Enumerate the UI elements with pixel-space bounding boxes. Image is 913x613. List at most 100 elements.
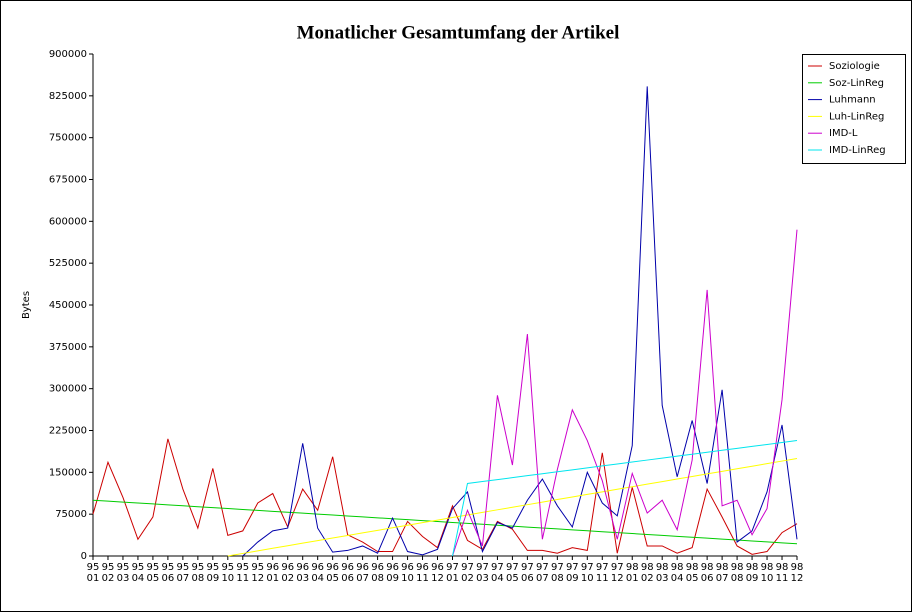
y-tick-label: 675000 (49, 175, 87, 186)
x-tick-label: 95 (132, 562, 145, 573)
x-tick-label: 96 (386, 562, 399, 573)
x-tick-label: 04 (671, 573, 684, 584)
x-tick-label: 04 (311, 573, 324, 584)
x-tick-label: 06 (341, 573, 354, 584)
x-tick-label: 05 (326, 573, 339, 584)
x-tick-label: 11 (776, 573, 789, 584)
series-line (242, 86, 798, 557)
x-tick-label: 98 (761, 562, 774, 573)
x-tick-label: 96 (401, 562, 414, 573)
x-tick-label: 96 (266, 562, 279, 573)
x-tick-label: 96 (296, 562, 309, 573)
x-tick-label: 06 (162, 573, 175, 584)
x-tick-label: 05 (686, 573, 699, 584)
x-tick-label: 98 (641, 562, 654, 573)
x-tick-label: 07 (716, 573, 729, 584)
legend-label: Soz-LinReg (829, 78, 884, 89)
series-line (452, 229, 798, 557)
x-tick-label: 11 (416, 573, 429, 584)
x-tick-label: 95 (206, 562, 219, 573)
y-tick-label: 450000 (49, 300, 87, 311)
x-tick-label: 96 (356, 562, 369, 573)
x-tick-label: 05 (147, 573, 160, 584)
x-tick-label: 98 (701, 562, 714, 573)
x-tick-label: 96 (281, 562, 294, 573)
x-tick-label: 95 (87, 562, 100, 573)
legend-label: Luhmann (829, 95, 876, 106)
x-tick-label: 97 (521, 562, 534, 573)
x-tick-label: 96 (431, 562, 444, 573)
x-tick-label: 06 (701, 573, 714, 584)
x-tick-label: 11 (596, 573, 609, 584)
x-tick-label: 06 (521, 573, 534, 584)
x-tick-label: 12 (251, 573, 264, 584)
y-tick-label: 600000 (49, 216, 87, 227)
x-tick-label: 10 (761, 573, 774, 584)
x-tick-label: 95 (117, 562, 130, 573)
x-tick-label: 03 (476, 573, 489, 584)
chart-title: Monatlicher Gesamtumfang der Artikel (297, 22, 620, 43)
x-tick-label: 96 (311, 562, 324, 573)
x-tick-label: 97 (536, 562, 549, 573)
x-tick-label: 08 (371, 573, 384, 584)
x-tick-label: 03 (296, 573, 309, 584)
x-tick-label: 09 (566, 573, 579, 584)
y-tick-label: 225000 (49, 426, 87, 437)
x-tick-label: 11 (236, 573, 249, 584)
series-line (92, 438, 798, 555)
x-tick-label: 07 (356, 573, 369, 584)
x-tick-label: 08 (191, 573, 204, 584)
x-tick-label: 95 (221, 562, 234, 573)
x-tick-label: 98 (656, 562, 669, 573)
x-tick-label: 07 (536, 573, 549, 584)
x-tick-label: 98 (716, 562, 729, 573)
x-tick-label: 08 (551, 573, 564, 584)
x-tick-label: 96 (326, 562, 339, 573)
x-tick-label: 10 (401, 573, 414, 584)
legend-label: Soziologie (829, 61, 880, 72)
x-tick-label: 04 (132, 573, 145, 584)
x-tick-label: 03 (117, 573, 130, 584)
x-tick-label: 97 (476, 562, 489, 573)
legend-label: IMD-LinReg (829, 145, 886, 156)
x-tick-label: 97 (551, 562, 564, 573)
x-tick-label: 97 (596, 562, 609, 573)
x-tick-label: 95 (162, 562, 175, 573)
x-tick-label: 97 (446, 562, 459, 573)
x-tick-label: 98 (791, 562, 804, 573)
x-tick-label: 04 (491, 573, 504, 584)
x-tick-label: 95 (147, 562, 160, 573)
x-tick-label: 97 (461, 562, 474, 573)
x-tick-label: 95 (102, 562, 115, 573)
x-tick-label: 09 (386, 573, 399, 584)
x-tick-label: 07 (177, 573, 190, 584)
x-tick-label: 12 (791, 573, 804, 584)
x-tick-label: 02 (102, 573, 115, 584)
x-tick-label: 08 (731, 573, 744, 584)
x-tick-label: 98 (776, 562, 789, 573)
x-tick-label: 98 (746, 562, 759, 573)
y-tick-label: 300000 (49, 384, 87, 395)
legend-label: Luh-LinReg (829, 111, 884, 122)
x-tick-label: 97 (506, 562, 519, 573)
x-tick-label: 02 (281, 573, 294, 584)
x-tick-label: 95 (177, 562, 190, 573)
y-tick-label: 900000 (49, 49, 87, 60)
y-tick-label: 150000 (49, 467, 87, 478)
y-tick-label: 525000 (49, 258, 87, 269)
series-line (92, 499, 798, 545)
x-tick-label: 01 (626, 573, 639, 584)
y-axis-label: Bytes (21, 291, 32, 319)
x-tick-label: 10 (581, 573, 594, 584)
x-tick-label: 97 (491, 562, 504, 573)
x-tick-label: 96 (416, 562, 429, 573)
x-tick-label: 12 (431, 573, 444, 584)
series-line (451, 440, 798, 557)
legend-label: IMD-L (829, 128, 858, 139)
x-tick-label: 01 (446, 573, 459, 584)
x-tick-label: 98 (671, 562, 684, 573)
x-tick-label: 95 (191, 562, 204, 573)
x-tick-label: 09 (206, 573, 219, 584)
x-tick-label: 98 (686, 562, 699, 573)
